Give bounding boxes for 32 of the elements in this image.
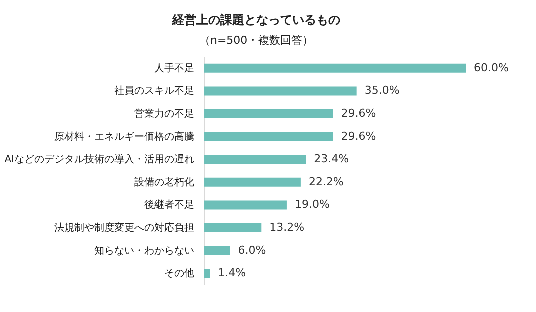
data-label: 6.0% [238, 244, 266, 257]
bar [204, 200, 287, 210]
data-label: 1.4% [218, 266, 246, 280]
bar [204, 155, 306, 164]
y-tick-label: 設備の老朽化 [134, 176, 194, 188]
data-label: 13.2% [270, 221, 305, 234]
y-tick-label: 法規制や制度変更への対応負担 [54, 222, 194, 234]
data-label: 23.4% [314, 152, 350, 166]
bar [204, 132, 334, 142]
data-label: 35.0% [364, 84, 400, 98]
bar [204, 269, 210, 278]
y-tick-label: 知らない・わからない [94, 244, 194, 257]
bar [204, 178, 301, 187]
y-tick-label: 営業力の不足 [134, 108, 194, 120]
bar [204, 224, 262, 232]
y-tick-label: 後継者不足 [144, 199, 194, 212]
y-tick-label: その他 [164, 268, 194, 280]
data-label: 19.0% [294, 198, 330, 212]
data-label: 60.0% [474, 61, 509, 74]
data-label: 22.2% [308, 175, 344, 188]
y-tick-label: 原材料・エネルギー価格の高騰 [54, 130, 194, 143]
chart-title: 経営上の課題となっているもの [172, 13, 341, 27]
data-label: 29.6% [341, 107, 376, 120]
bar [204, 110, 334, 118]
y-tick-label: AIなどのデジタル技術の導入・活用の遅れ [4, 154, 194, 166]
chart-subtitle: （n=500・複数回答） [199, 34, 314, 47]
bar [204, 64, 466, 73]
bar [204, 246, 230, 256]
y-tick-label: 社員のスキル不足 [114, 85, 194, 98]
data-label: 29.6% [341, 130, 376, 143]
bar [204, 86, 357, 96]
y-tick-label: 人手不足 [154, 62, 194, 74]
